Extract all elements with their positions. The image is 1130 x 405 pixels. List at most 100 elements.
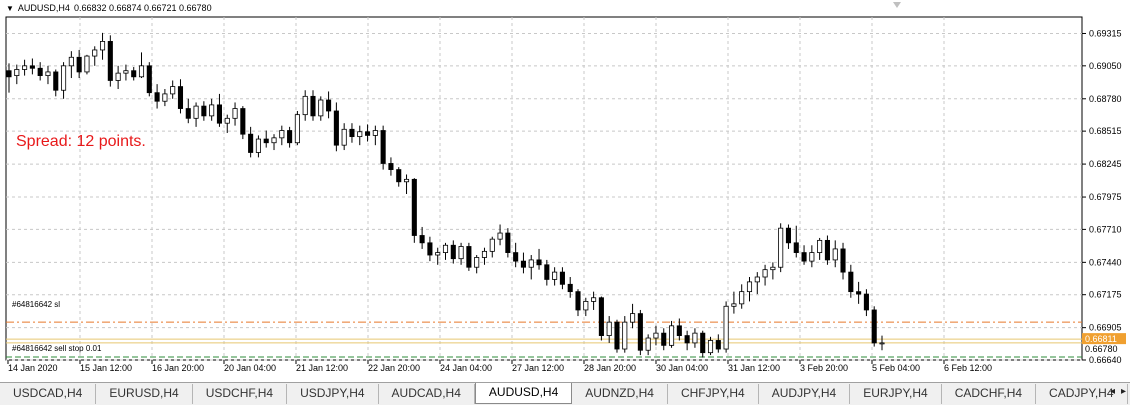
- candle-body: [630, 313, 636, 323]
- tab-eurjpy[interactable]: EURJPY,H4: [850, 384, 942, 404]
- price-label: 0.68515: [1089, 126, 1122, 136]
- tab-audjpy[interactable]: AUDJPY,H4: [759, 384, 851, 404]
- candle: [115, 65, 121, 90]
- current-price-badge: [1082, 333, 1126, 345]
- candle-body: [536, 259, 542, 266]
- candle-body: [107, 41, 113, 81]
- candle-body: [700, 332, 706, 354]
- candle: [489, 236, 495, 258]
- candle-body: [76, 56, 82, 73]
- tab-eurusd[interactable]: EURUSD,H4: [96, 384, 193, 404]
- candle: [170, 80, 176, 99]
- candle: [232, 102, 238, 126]
- candle: [14, 64, 20, 85]
- candle-body: [162, 93, 168, 102]
- price-chart[interactable]: 0.69315 0.69050 0.68780 0.68515 0.68245 0.679…: [0, 0, 1130, 382]
- candle: [840, 242, 846, 280]
- candle-body: [138, 65, 145, 78]
- candle-body: [754, 276, 760, 283]
- chart-shift-icon: [893, 2, 901, 8]
- scroll-right-icon[interactable]: ▸: [1120, 386, 1126, 397]
- candle-body: [809, 252, 815, 262]
- candle-body: [84, 55, 90, 73]
- candle-body: [692, 332, 698, 344]
- tab-usdcad[interactable]: USDCAD,H4: [0, 384, 97, 404]
- candle: [29, 58, 35, 75]
- candle-body: [856, 291, 862, 295]
- candle: [707, 336, 714, 356]
- candle: [131, 67, 137, 81]
- candle: [528, 255, 534, 280]
- candle: [193, 102, 199, 127]
- candle: [411, 178, 417, 243]
- candle-body: [661, 332, 667, 346]
- tab-audnzd[interactable]: AUDNZD,H4: [572, 384, 668, 404]
- candle-body: [419, 235, 425, 244]
- tab-audcad[interactable]: AUDCAD,H4: [379, 384, 475, 404]
- scroll-left-icon[interactable]: ◂: [1109, 386, 1115, 397]
- candle: [630, 303, 636, 329]
- triangle-down-icon[interactable]: ▼: [6, 3, 14, 13]
- tab-chfjpy[interactable]: CHFJPY,H4: [668, 384, 759, 404]
- candle: [123, 64, 129, 81]
- price-label: 0.66640: [1089, 355, 1122, 365]
- candle-body: [240, 108, 246, 135]
- candle: [598, 296, 604, 341]
- time-label: 16 Jan 20:00: [152, 363, 204, 373]
- candle-body: [770, 266, 776, 271]
- candle: [279, 125, 285, 146]
- candle-body: [99, 41, 106, 51]
- candle: [793, 225, 799, 258]
- candle-body: [216, 104, 222, 124]
- candle: [778, 223, 784, 273]
- price-label: 0.68245: [1089, 159, 1122, 169]
- tab-audusd[interactable]: AUDUSD,H4: [474, 383, 573, 404]
- chart-area[interactable]: 0.69315 0.69050 0.68780 0.68515 0.68245 0.679…: [0, 0, 1130, 382]
- candle: [739, 284, 745, 309]
- candle: [622, 316, 628, 353]
- tab-usdchf[interactable]: USDCHF,H4: [193, 384, 288, 404]
- price-label: 0.69050: [1089, 61, 1122, 71]
- candle: [645, 334, 651, 356]
- plot-frame: [5, 16, 1083, 361]
- candle: [341, 123, 347, 151]
- candle-body: [474, 257, 480, 268]
- candle-body: [326, 99, 332, 112]
- candle: [318, 96, 324, 121]
- candle-body: [248, 133, 254, 153]
- candle: [559, 267, 565, 290]
- candle: [442, 242, 449, 260]
- candle: [669, 320, 675, 348]
- candle: [403, 174, 410, 194]
- time-label: 28 Jan 20:00: [584, 363, 636, 373]
- candle-body: [824, 239, 830, 261]
- candle-body: [552, 271, 558, 280]
- candle: [357, 125, 363, 146]
- candle: [692, 328, 698, 348]
- candle: [591, 291, 597, 310]
- candle-body: [817, 239, 823, 253]
- candle: [637, 309, 643, 356]
- candle: [614, 319, 620, 353]
- candle-body: [513, 252, 519, 262]
- candle: [801, 245, 807, 265]
- chart-header: ▼ AUDUSD,H4 0.66832 0.66874 0.66721 0.66…: [6, 3, 212, 13]
- candle: [809, 245, 815, 268]
- candle: [302, 90, 308, 121]
- price-label: 0.67710: [1089, 224, 1122, 234]
- tab-usdjpy[interactable]: USDJPY,H4: [287, 384, 379, 404]
- candle: [575, 289, 581, 317]
- candle: [209, 98, 215, 121]
- candle: [567, 276, 573, 298]
- candle: [856, 281, 862, 304]
- candle: [287, 126, 293, 148]
- tab-cadchf[interactable]: CADCHF,H4: [942, 384, 1037, 404]
- candle-body: [801, 252, 807, 262]
- candle: [185, 98, 191, 124]
- candle: [723, 301, 729, 353]
- candle: [388, 157, 394, 176]
- tab-cadjpy[interactable]: CADJPY,H4: [1036, 384, 1128, 404]
- candle: [817, 237, 823, 260]
- candle: [22, 59, 28, 76]
- candle-body: [396, 169, 402, 183]
